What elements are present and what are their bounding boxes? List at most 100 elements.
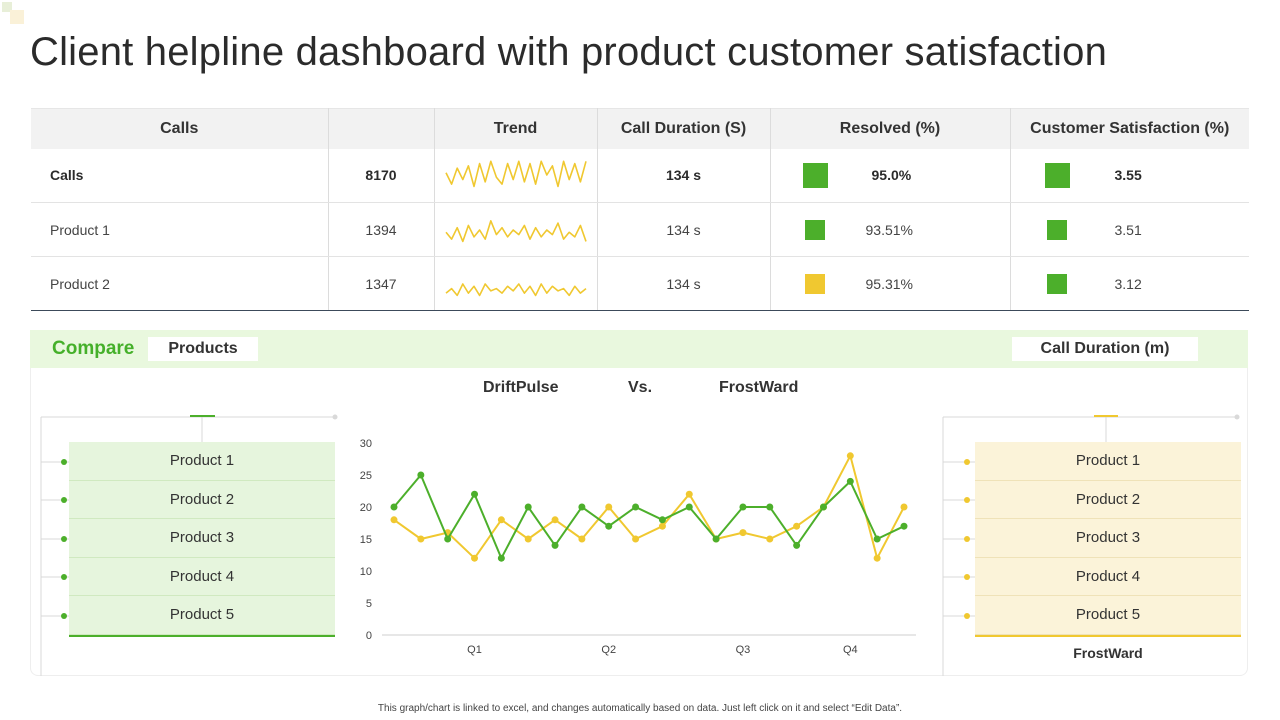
list-item[interactable]: Product 4 — [975, 557, 1241, 597]
resolved-indicator — [802, 162, 828, 188]
row-resolved: 95.31% — [770, 256, 1011, 311]
data-point-frostward — [873, 554, 881, 562]
data-point-driftpulse — [766, 503, 774, 511]
right-list-caption: FrostWard — [1073, 645, 1143, 661]
satisfaction-value: 3.12 — [1114, 275, 1142, 292]
data-point-driftpulse — [739, 503, 747, 511]
series-line-frostward — [393, 454, 905, 560]
list-item[interactable]: Product 3 — [69, 519, 335, 558]
y-tick-label: 25 — [360, 470, 372, 482]
row-trend — [434, 148, 598, 203]
resolved-value: 95.0% — [871, 167, 912, 184]
resolved-indicator — [804, 273, 825, 294]
satisfaction-value: 3.55 — [1114, 167, 1142, 184]
row-duration: 134 s — [597, 148, 771, 203]
satisfaction-indicator — [1046, 273, 1067, 294]
trend-sparkline — [444, 282, 587, 296]
table-row: Product 2 1347 134 s 95.31% 3.12 — [31, 256, 1249, 311]
header-trend: Trend — [434, 108, 598, 149]
data-point-frostward — [390, 516, 398, 524]
y-tick-label: 0 — [366, 630, 372, 642]
series-a-title: DriftPulse — [483, 379, 559, 396]
data-point-frostward — [605, 503, 613, 511]
row-satisfaction: 3.55 — [1010, 148, 1249, 203]
corner-decoration — [2, 2, 24, 24]
data-point-frostward — [766, 535, 774, 543]
header-resolved: Resolved (%) — [770, 108, 1011, 149]
header-satisfaction: Customer Satisfaction (%) — [1010, 108, 1249, 149]
left-list-connector — [40, 414, 338, 676]
row-resolved: 93.51% — [770, 202, 1011, 257]
row-duration: 134 s — [597, 256, 771, 311]
data-point-frostward — [578, 535, 586, 543]
data-point-driftpulse — [524, 503, 532, 511]
data-point-frostward — [497, 516, 505, 524]
y-tick-label: 15 — [360, 534, 372, 546]
data-point-driftpulse — [578, 503, 586, 511]
data-point-frostward — [632, 535, 640, 543]
row-trend — [434, 202, 598, 257]
right-product-list: Product 1 Product 2 Product 3 Product 4 … — [975, 442, 1241, 637]
row-count: 1394 — [328, 202, 435, 257]
data-point-driftpulse — [605, 522, 613, 530]
vs-label: Vs. — [628, 379, 653, 396]
kpi-table: Calls Trend Call Duration (S) Resolved (… — [31, 108, 1249, 311]
data-point-frostward — [685, 490, 693, 498]
data-point-driftpulse — [685, 503, 693, 511]
series-b-title: FrostWard — [719, 379, 799, 396]
data-point-driftpulse — [793, 541, 801, 549]
row-duration: 134 s — [597, 202, 771, 257]
y-tick-label: 5 — [366, 598, 372, 610]
row-name: Calls — [31, 148, 329, 203]
x-tick-label: Q3 — [736, 644, 751, 656]
call-duration-pill: Call Duration (m) — [1012, 337, 1198, 361]
list-item[interactable]: Product 5 — [975, 596, 1241, 635]
row-satisfaction: 3.51 — [1010, 202, 1249, 257]
trend-sparkline — [444, 219, 587, 242]
series-line-driftpulse — [393, 474, 905, 560]
data-point-driftpulse — [390, 503, 398, 511]
sparkline-path — [444, 219, 587, 242]
y-tick-label: 30 — [360, 438, 372, 450]
x-tick-label: Q1 — [467, 644, 482, 656]
header-calls: Calls — [31, 108, 329, 149]
list-item[interactable]: Product 4 — [69, 557, 335, 597]
data-point-frostward — [524, 535, 532, 543]
satisfaction-indicator — [1044, 162, 1070, 188]
compare-label: Compare — [52, 338, 135, 359]
data-point-driftpulse — [632, 503, 640, 511]
row-name: Product 1 — [31, 202, 329, 257]
row-resolved: 95.0% — [770, 148, 1011, 203]
page-title: Client helpline dashboard with product c… — [30, 30, 1108, 74]
satisfaction-indicator — [1046, 219, 1067, 240]
data-point-driftpulse — [873, 535, 881, 543]
table-header-row: Calls Trend Call Duration (S) Resolved (… — [31, 108, 1249, 149]
list-item[interactable]: Product 1 — [975, 442, 1241, 481]
y-tick-label: 20 — [360, 502, 372, 514]
data-point-driftpulse — [900, 522, 908, 530]
list-item[interactable]: Product 2 — [69, 480, 335, 520]
compare-bar: Compare Products Call Duration (m) — [30, 330, 1248, 368]
list-item[interactable]: Product 3 — [975, 519, 1241, 558]
data-point-frostward — [900, 503, 908, 511]
products-pill: Products — [148, 337, 258, 361]
resolved-value: 95.31% — [865, 275, 913, 292]
resolved-value: 93.51% — [865, 221, 913, 238]
comparison-line-chart[interactable]: 0 5 10 15 20 25 30 Q1 Q2 Q3 Q4 — [350, 430, 930, 660]
row-count: 8170 — [328, 148, 435, 203]
data-point-frostward — [739, 529, 747, 537]
data-point-driftpulse — [417, 471, 425, 479]
list-item[interactable]: Product 2 — [975, 480, 1241, 520]
right-list-connector — [942, 414, 1240, 676]
row-count: 1347 — [328, 256, 435, 311]
x-tick-label: Q2 — [601, 644, 616, 656]
list-item[interactable]: Product 5 — [69, 596, 335, 635]
data-point-frostward — [658, 522, 666, 530]
data-point-driftpulse — [551, 541, 559, 549]
list-item[interactable]: Product 1 — [69, 442, 335, 481]
satisfaction-value: 3.51 — [1114, 221, 1142, 238]
data-point-frostward — [417, 535, 425, 543]
y-tick-label: 10 — [360, 566, 372, 578]
row-satisfaction: 3.12 — [1010, 256, 1249, 311]
table-row: Calls 8170 134 s 95.0% 3.55 — [31, 148, 1249, 203]
